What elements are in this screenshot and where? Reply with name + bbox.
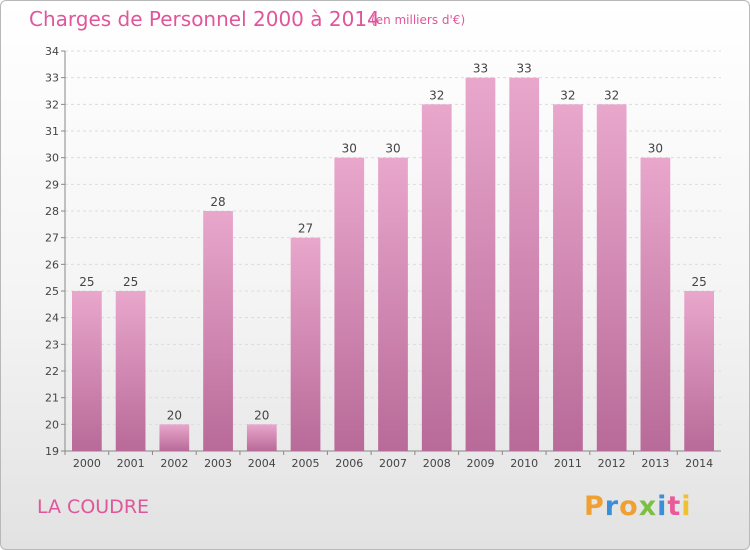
bar-value-label: 32 [560,88,575,102]
x-tick-label: 2014 [685,457,713,470]
bar-value-label: 25 [79,275,94,289]
x-tick-label: 2005 [292,457,320,470]
x-tick-label: 2007 [379,457,407,470]
logo-letter: P [584,491,605,522]
x-tick-label: 2008 [423,457,451,470]
bar-value-label: 20 [167,408,182,422]
y-tick-label: 29 [45,178,59,191]
x-tick-label: 2009 [466,457,494,470]
x-tick-label: 2002 [160,457,188,470]
x-tick-label: 2011 [554,457,582,470]
bar [421,104,452,451]
bar [290,237,321,451]
y-tick-label: 31 [45,125,59,138]
y-tick-label: 20 [45,418,59,431]
y-tick-label: 24 [45,312,59,325]
bar-value-label: 32 [429,88,444,102]
bar [71,291,102,451]
logo-letter: x [638,491,658,522]
bar-value-label: 27 [298,222,313,236]
commune-name: LA COUDRE [37,496,150,518]
bar-value-label: 28 [210,195,225,209]
bar-value-label: 25 [123,275,138,289]
y-tick-label: 19 [45,445,59,458]
bar [509,77,540,452]
logo-letter: r [604,491,620,522]
logo-letter: i [657,491,668,522]
bar [203,211,233,451]
bar-value-label: 30 [342,142,357,156]
bar-value-label: 33 [473,62,488,76]
y-tick-label: 27 [45,232,59,245]
y-tick-label: 33 [45,72,59,85]
chart-title: Charges de Personnel 2000 à 2014 [29,7,380,31]
bar-value-label: 30 [385,142,400,156]
y-tick-label: 26 [45,258,59,271]
bars: 25 25 20 28 20 27 30 30 32 33 33 32 32 30 25 [71,62,715,452]
bar-value-label: 30 [648,142,663,156]
x-tick-label: 2012 [598,457,626,470]
x-tick-label: 2003 [204,457,232,470]
bar [553,104,583,451]
x-tick-label: 2000 [73,457,101,470]
y-tick-label: 23 [45,338,59,351]
bar [159,424,190,451]
y-tick-label: 30 [45,152,59,165]
x-tick-label: 2004 [248,457,276,470]
bar [378,157,408,451]
logo-letter: i [681,491,692,522]
x-tick-label: 2006 [335,457,363,470]
bar-value-label: 25 [691,275,706,289]
bar-value-label: 32 [604,88,619,102]
bar-value-label: 20 [254,408,269,422]
bar [465,77,496,452]
x-tick-label: 2013 [641,457,669,470]
bar [246,424,277,451]
chart-subtitle: (en milliers d'€) [371,13,466,27]
x-tick-label: 2001 [117,457,145,470]
bar [640,157,671,451]
y-tick-label: 22 [45,365,59,378]
logo-letter: t [667,491,682,522]
y-tick-label: 28 [45,205,59,218]
bar [684,291,715,451]
proxiti-logo: Proxiti [584,491,692,522]
bar [115,291,146,451]
y-tick-label: 32 [45,98,59,111]
logo-letter: o [619,491,639,522]
bar [596,104,627,451]
y-tick-label: 34 [45,45,59,58]
bar [334,157,365,451]
x-tick-label: 2010 [510,457,538,470]
bar-value-label: 33 [517,62,532,76]
y-tick-label: 21 [45,392,59,405]
y-tick-label: 25 [45,285,59,298]
